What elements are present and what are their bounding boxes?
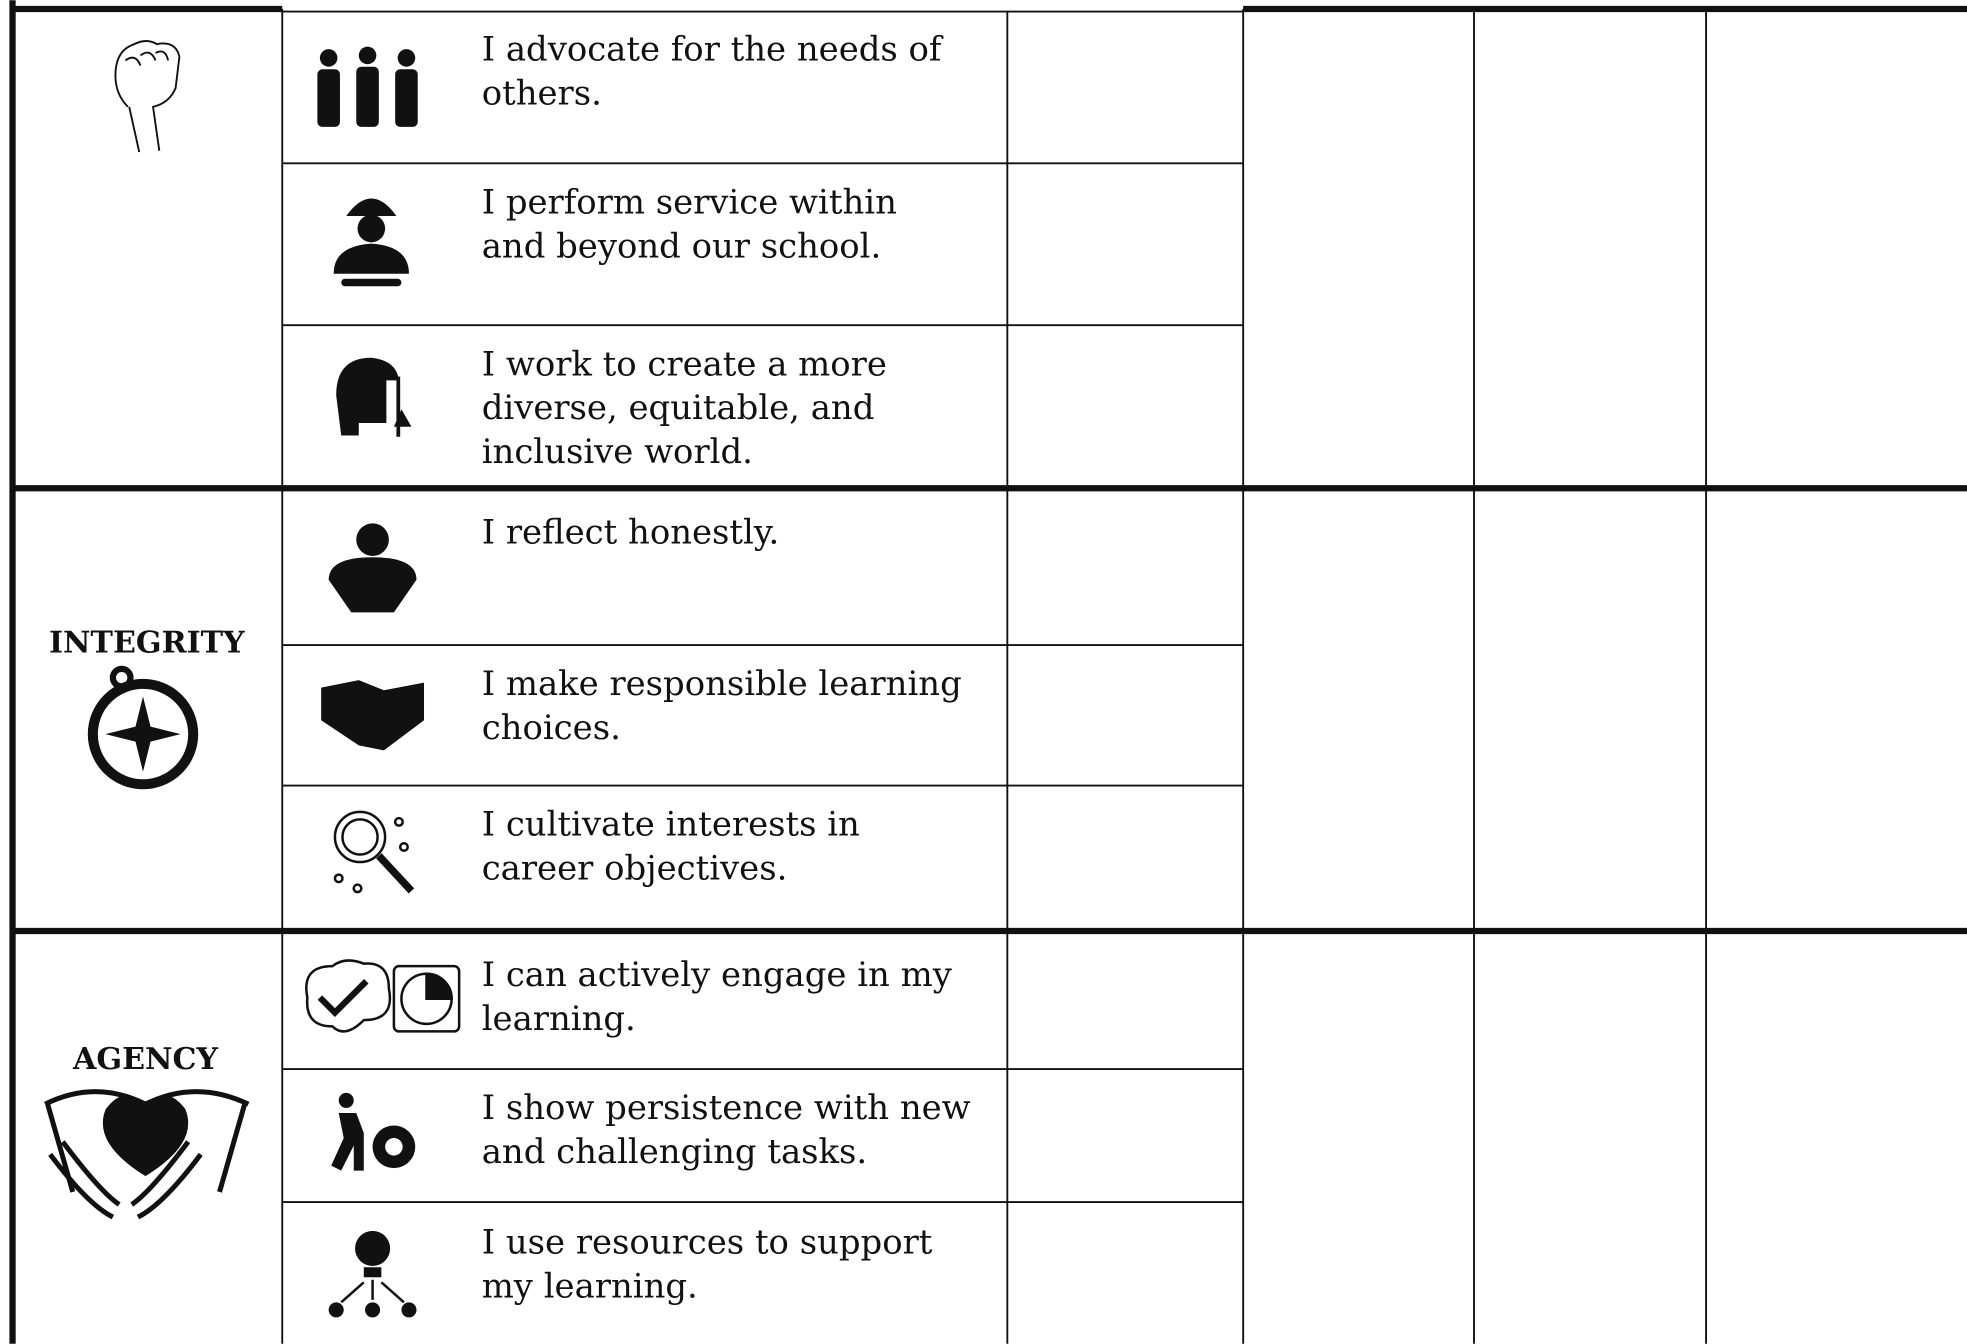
- persistence-icon: [331, 1092, 416, 1171]
- compass-icon: [87, 665, 199, 790]
- statement-line: inclusive world.: [482, 432, 753, 471]
- fist-icon: [114, 40, 181, 153]
- statement-line: I reflect honestly.: [482, 512, 780, 551]
- resources-icon: [328, 1230, 417, 1318]
- worker-icon: [333, 198, 409, 287]
- handshake-icon: [321, 680, 425, 751]
- statements: I advocate for the needs of others. I perf…: [482, 29, 971, 1305]
- statement-line: my learning.: [482, 1266, 698, 1305]
- statement-line: learning.: [482, 999, 636, 1038]
- justice-icon: [336, 357, 412, 437]
- statement-line: and challenging tasks.: [482, 1132, 867, 1171]
- statement-line: diverse, equitable, and: [482, 388, 875, 427]
- statement-line: I can actively engage in my: [482, 955, 953, 994]
- statement-line: I work to create a more: [482, 344, 887, 383]
- statement-line: choices.: [482, 708, 621, 747]
- statement-line: I advocate for the needs of: [482, 29, 944, 68]
- statement-line: I cultivate interests in: [482, 805, 860, 844]
- grid: [9, 0, 1967, 1344]
- statement-line: and beyond our school.: [482, 226, 882, 265]
- statement-line: career objectives.: [482, 849, 788, 888]
- career-icon: [333, 810, 415, 894]
- reflect-icon: [328, 523, 417, 613]
- statement-line: I use resources to support: [482, 1222, 933, 1261]
- statement-line: I perform service within: [482, 182, 897, 221]
- section-label: AGENCY: [72, 1042, 218, 1077]
- statement-line: I make responsible learning: [482, 664, 962, 703]
- hands-globe-icon: [44, 1089, 250, 1220]
- statement-line: others.: [482, 73, 602, 112]
- people-icon: [317, 46, 418, 127]
- row-icons: [305, 46, 461, 1318]
- engage-icon: [305, 959, 461, 1033]
- statement-line: I show persistence with new: [482, 1088, 971, 1127]
- section-label: INTEGRITY: [49, 626, 245, 661]
